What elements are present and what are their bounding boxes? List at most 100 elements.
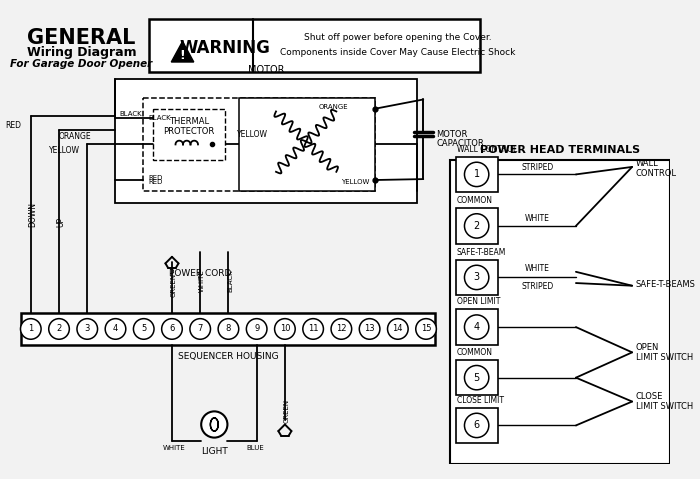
- Text: WALL CONTROL: WALL CONTROL: [457, 145, 517, 154]
- Text: THERMAL: THERMAL: [169, 117, 209, 126]
- Circle shape: [465, 214, 489, 238]
- Text: 1: 1: [28, 324, 34, 333]
- Text: MOTOR: MOTOR: [436, 130, 468, 139]
- Text: 10: 10: [279, 324, 290, 333]
- Text: Wiring Diagram: Wiring Diagram: [27, 46, 136, 59]
- Text: 5: 5: [473, 373, 480, 383]
- Circle shape: [77, 319, 97, 339]
- Text: ORANGE: ORANGE: [318, 104, 349, 110]
- Text: 12: 12: [336, 324, 346, 333]
- Text: BLUE: BLUE: [246, 445, 264, 451]
- Text: BLACK: BLACK: [149, 115, 172, 121]
- Circle shape: [49, 319, 69, 339]
- Circle shape: [465, 413, 489, 438]
- Circle shape: [105, 319, 126, 339]
- Polygon shape: [172, 41, 194, 62]
- FancyBboxPatch shape: [115, 79, 416, 203]
- Text: 6: 6: [169, 324, 174, 333]
- Text: BLACK: BLACK: [228, 269, 233, 292]
- Circle shape: [190, 319, 211, 339]
- FancyBboxPatch shape: [450, 160, 670, 464]
- Circle shape: [218, 319, 239, 339]
- Text: 3: 3: [474, 273, 480, 283]
- Text: WHITE: WHITE: [199, 269, 205, 292]
- Circle shape: [388, 319, 408, 339]
- Text: 3: 3: [85, 324, 90, 333]
- Text: CLOSE
LIMIT SWITCH: CLOSE LIMIT SWITCH: [636, 392, 693, 411]
- Text: COMMON: COMMON: [457, 348, 493, 357]
- FancyBboxPatch shape: [239, 98, 374, 191]
- Text: 1: 1: [474, 170, 480, 180]
- Text: WHITE: WHITE: [525, 264, 550, 273]
- FancyBboxPatch shape: [456, 208, 498, 244]
- Text: Shut off power before opening the Cover.: Shut off power before opening the Cover.: [304, 33, 492, 42]
- FancyBboxPatch shape: [456, 260, 498, 295]
- Text: UP: UP: [57, 217, 65, 227]
- Circle shape: [274, 319, 295, 339]
- Circle shape: [20, 319, 41, 339]
- Text: LIGHT: LIGHT: [201, 447, 228, 456]
- Text: DOWN: DOWN: [28, 202, 37, 227]
- FancyBboxPatch shape: [456, 309, 498, 345]
- FancyBboxPatch shape: [456, 408, 498, 443]
- Text: MOTOR: MOTOR: [248, 65, 284, 75]
- Circle shape: [331, 319, 351, 339]
- FancyBboxPatch shape: [456, 157, 498, 192]
- Circle shape: [359, 319, 380, 339]
- Text: YELLOW: YELLOW: [237, 130, 267, 139]
- Circle shape: [465, 315, 489, 339]
- Text: For Garage Door Opener: For Garage Door Opener: [10, 59, 153, 69]
- Text: GREEN: GREEN: [171, 273, 177, 297]
- Text: 4: 4: [113, 324, 118, 333]
- Text: 13: 13: [364, 324, 375, 333]
- Text: OPEN
LIMIT SWITCH: OPEN LIMIT SWITCH: [636, 342, 693, 362]
- FancyBboxPatch shape: [144, 98, 375, 191]
- Circle shape: [201, 411, 228, 438]
- Text: STRIPED: STRIPED: [522, 282, 554, 291]
- Text: CLOSE LIMIT: CLOSE LIMIT: [457, 396, 504, 405]
- Text: WHITE: WHITE: [525, 214, 550, 223]
- Text: COMMON: COMMON: [457, 196, 493, 205]
- Text: WARNING: WARNING: [179, 39, 270, 57]
- Text: 4: 4: [474, 322, 480, 332]
- Text: Components inside Cover May Cause Electric Shock: Components inside Cover May Cause Electr…: [280, 48, 516, 57]
- Text: 2: 2: [473, 221, 480, 231]
- Text: 9: 9: [254, 324, 259, 333]
- Text: WHITE: WHITE: [162, 445, 186, 451]
- Text: WALL
CONTROL: WALL CONTROL: [636, 159, 677, 179]
- Text: RED: RED: [6, 121, 22, 130]
- Text: YELLOW: YELLOW: [342, 179, 370, 185]
- Circle shape: [134, 319, 154, 339]
- Text: OPEN LIMIT: OPEN LIMIT: [457, 297, 500, 307]
- Text: GREEN: GREEN: [284, 399, 290, 422]
- FancyBboxPatch shape: [456, 360, 498, 396]
- Text: 14: 14: [393, 324, 403, 333]
- Text: 11: 11: [308, 324, 318, 333]
- Circle shape: [465, 365, 489, 390]
- Text: !: !: [180, 49, 186, 62]
- Circle shape: [162, 319, 182, 339]
- Text: 8: 8: [225, 324, 231, 333]
- Text: PROTECTOR: PROTECTOR: [163, 127, 214, 136]
- Text: YELLOW: YELLOW: [49, 147, 80, 156]
- Text: SAFE-T-BEAM: SAFE-T-BEAM: [457, 248, 506, 257]
- FancyBboxPatch shape: [22, 313, 435, 345]
- Text: POWER CORD: POWER CORD: [169, 269, 232, 278]
- FancyBboxPatch shape: [149, 19, 480, 72]
- Circle shape: [465, 162, 489, 187]
- Text: STRIPED: STRIPED: [522, 162, 554, 171]
- FancyBboxPatch shape: [153, 109, 225, 160]
- Text: POWER HEAD TERMINALS: POWER HEAD TERMINALS: [480, 145, 640, 155]
- Circle shape: [416, 319, 436, 339]
- Text: CAPACITOR: CAPACITOR: [436, 139, 484, 148]
- Text: RED: RED: [149, 179, 163, 185]
- Text: 7: 7: [197, 324, 203, 333]
- Text: 2: 2: [57, 324, 62, 333]
- Text: 5: 5: [141, 324, 146, 333]
- Circle shape: [465, 265, 489, 290]
- Text: 6: 6: [474, 421, 480, 431]
- Text: ORANGE: ORANGE: [59, 132, 92, 141]
- Text: SAFE-T-BEAMS: SAFE-T-BEAMS: [636, 280, 696, 289]
- Circle shape: [303, 319, 323, 339]
- Text: GENERAL: GENERAL: [27, 28, 136, 48]
